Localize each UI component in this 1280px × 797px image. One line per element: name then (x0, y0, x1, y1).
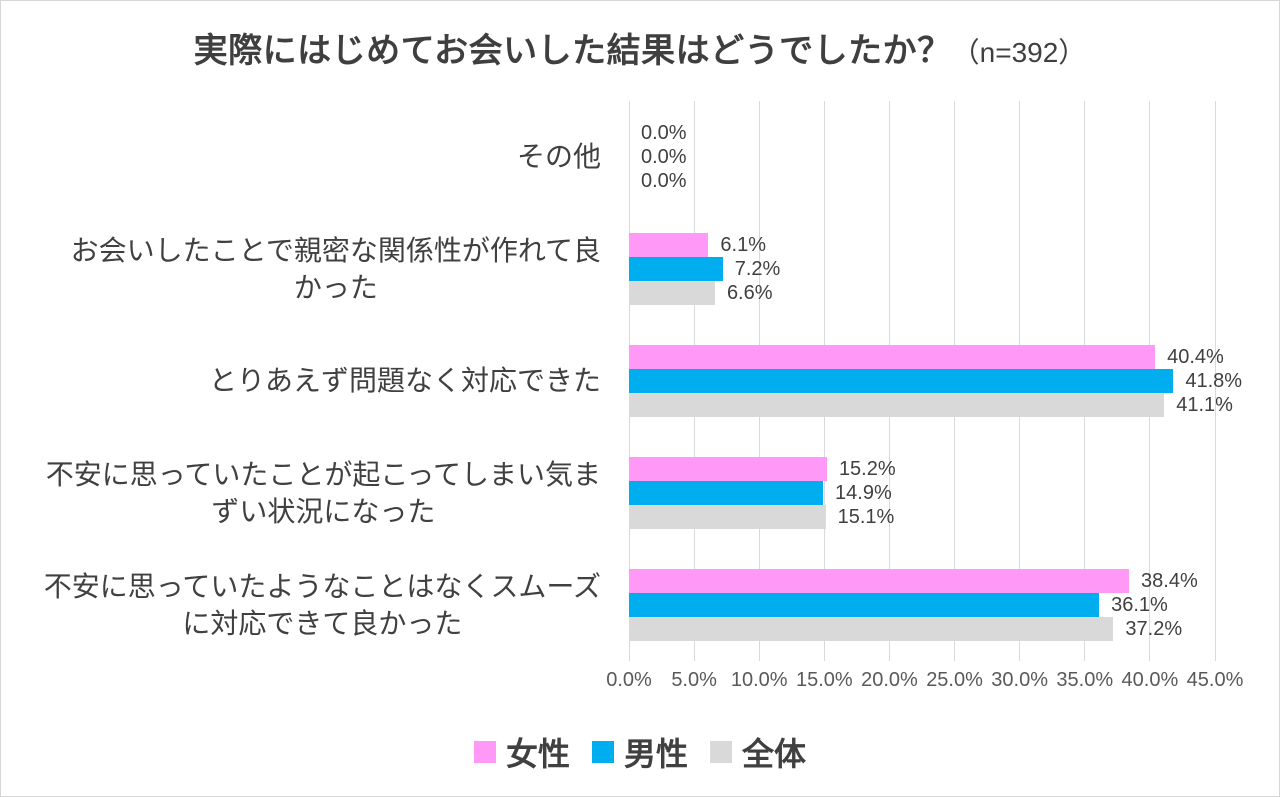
bar-value-label: 37.2% (1125, 618, 1183, 640)
legend: 女性 男性 全体 (1, 729, 1279, 775)
bar-全体 (629, 393, 1165, 417)
bar-全体 (629, 505, 826, 529)
bar-line: 7.2% (629, 257, 1215, 281)
legend-label: 全体 (742, 736, 807, 772)
legend-item-男性: 男性 (591, 729, 688, 775)
x-tick-label: 5.0% (671, 669, 717, 691)
category-label: その他 (516, 141, 601, 173)
bar-女性 (629, 457, 827, 481)
bar-女性 (629, 569, 1130, 593)
bar-value-label: 36.1% (1111, 594, 1168, 616)
bar-line: 0.0% (629, 145, 1215, 169)
bar-value-label: 41.8% (1185, 370, 1243, 392)
bar-line: 6.1% (629, 233, 1215, 257)
legend-swatch-icon (710, 741, 732, 763)
bar-男性 (629, 369, 1174, 393)
bar-line: 40.4% (629, 345, 1224, 369)
category-label: 不安に思っていたことが起こってしまい気ま ずい状況になった (45, 458, 601, 527)
category-label-cell: とりあえず問題なく対応できた (1, 362, 621, 399)
bar-value-label: 0.0% (641, 170, 687, 192)
bars-group: 40.4% 41.8% 41.1% (629, 345, 1242, 417)
chart-row: 不安に思っていたようなことはなくスムーズ に対応できて良かった 38.4% 36.1… (1, 549, 1279, 661)
x-tick-label: 0.0% (606, 669, 652, 691)
chart-row: とりあえず問題なく対応できた 40.4% 41.8% 41.1% (1, 325, 1279, 437)
chart-title: 実際にはじめてお会いした結果はどうでしたか？（n=392） (1, 23, 1279, 72)
x-tick-label: 20.0% (861, 669, 918, 691)
chart-row: 不安に思っていたことが起こってしまい気ま ずい状況になった 15.2% 14.9% 1… (1, 437, 1279, 549)
legend-label: 男性 (623, 736, 688, 772)
bar-value-label: 6.6% (726, 282, 773, 304)
bar-value-label: 6.1% (720, 234, 767, 256)
x-tick-label: 45.0% (1186, 669, 1244, 691)
legend-item-全体: 全体 (710, 729, 806, 775)
x-tick-label: 35.0% (1056, 669, 1114, 691)
gridline (1214, 101, 1216, 661)
bar-全体 (629, 281, 715, 305)
bar-line: 15.2% (629, 457, 1215, 481)
bar-男性 (629, 257, 723, 281)
bars-group: 38.4% 36.1% 37.2% (629, 569, 1215, 641)
bar-value-label: 41.1% (1176, 394, 1233, 416)
bar-line: 6.6% (629, 281, 1215, 305)
x-tick-label: 25.0% (926, 669, 983, 691)
bar-全体 (629, 617, 1114, 641)
category-label-cell: お会いしたことで親密な関係性が作れて良 かった (1, 232, 621, 306)
chart-title-text: 実際にはじめてお会いした結果はどうでしたか？ (193, 32, 952, 70)
bar-value-label: 0.0% (641, 146, 687, 168)
bar-line: 38.4% (629, 569, 1215, 593)
bar-line: 0.0% (629, 121, 1215, 145)
bar-男性 (629, 593, 1100, 617)
legend-swatch-icon (591, 741, 614, 763)
category-label: お会いしたことで親密な関係性が作れて良 かった (70, 234, 601, 303)
x-tick-label: 10.0% (730, 669, 788, 691)
bar-line: 14.9% (629, 481, 1215, 505)
bar-line: 37.2% (629, 617, 1215, 641)
bar-line: 0.0% (629, 169, 1215, 193)
bar-line: 41.8% (629, 369, 1242, 393)
category-rows: その他 0.0% 0.0% 0.0% お会いしたことで親密な関係性が作れて良 かった 6.… (1, 101, 1279, 661)
x-tick-label: 30.0% (991, 669, 1049, 691)
category-label-cell: 不安に思っていたようなことはなくスムーズ に対応できて良かった (1, 568, 621, 642)
chart-title-sample-size: （n=392） (951, 37, 1087, 68)
bar-line: 41.1% (629, 393, 1233, 417)
bars-group: 0.0% 0.0% 0.0% (629, 121, 1215, 193)
bar-line: 15.1% (629, 505, 1215, 529)
x-axis: 0.0% 5.0% 10.0% 15.0% 20.0% 25.0% 30.0% 35.0% 40… (606, 669, 1243, 695)
bar-女性 (629, 345, 1156, 369)
chart-row: その他 0.0% 0.0% 0.0% (1, 101, 1279, 213)
bar-男性 (629, 481, 824, 505)
x-tick-label: 15.0% (795, 669, 853, 691)
category-label: 不安に思っていたようなことはなくスムーズ に対応できて良かった (43, 570, 601, 639)
bar-value-label: 40.4% (1167, 346, 1224, 368)
bar-value-label: 0.0% (641, 122, 687, 144)
bars-group: 15.2% 14.9% 15.1% (629, 457, 1215, 529)
x-tick-label: 40.0% (1121, 669, 1179, 691)
bar-value-label: 38.4% (1141, 570, 1198, 592)
bar-value-label: 15.1% (837, 506, 895, 528)
category-label-cell: 不安に思っていたことが起こってしまい気ま ずい状況になった (1, 456, 621, 530)
bar-女性 (629, 233, 709, 257)
category-label-cell: その他 (1, 138, 621, 175)
bar-line: 36.1% (629, 593, 1215, 617)
chart-row: お会いしたことで親密な関係性が作れて良 かった 6.1% 7.2% 6.6% (1, 213, 1279, 325)
bar-value-label: 7.2% (734, 258, 781, 280)
category-label: とりあえず問題なく対応できた (208, 365, 601, 397)
bar-value-label: 14.9% (835, 482, 892, 504)
legend-label: 女性 (505, 736, 570, 772)
bars-group: 6.1% 7.2% 6.6% (629, 233, 1215, 305)
legend-swatch-icon (473, 741, 496, 763)
bar-value-label: 15.2% (838, 458, 896, 480)
legend-item-女性: 女性 (473, 729, 570, 775)
